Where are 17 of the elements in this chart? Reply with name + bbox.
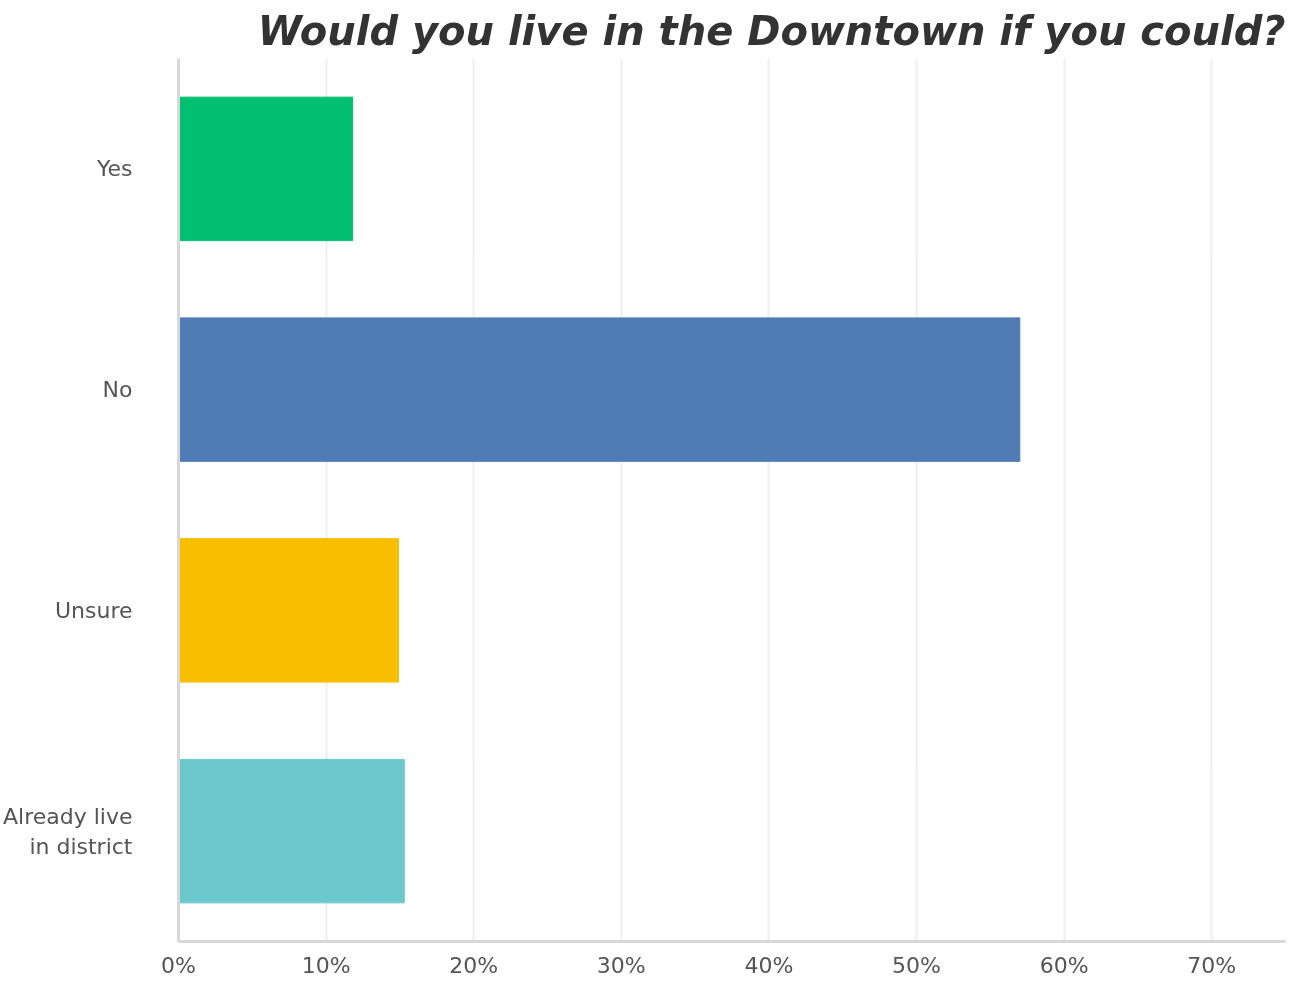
x-tick-label: 70% [1187,952,1237,978]
y-tick-label: No [102,377,133,403]
y-tick-label: Yes [95,156,133,182]
x-tick-label: 10% [301,952,351,978]
x-tick-label: 60% [1039,952,1089,978]
x-tick-label: 0% [161,952,196,978]
x-tick-label: 30% [596,952,646,978]
x-tick-label: 20% [449,952,499,978]
bar [178,96,354,242]
y-tick-label: Already live in district [3,803,133,859]
chart-title: Would you live in the Downtown if you could? [257,7,1286,54]
x-tick-label: 50% [892,952,941,978]
bar [178,758,405,904]
y-tick-label: Unsure [54,597,133,623]
bar [178,538,399,683]
x-tick-label: 40% [744,952,794,978]
bar [178,317,1021,462]
